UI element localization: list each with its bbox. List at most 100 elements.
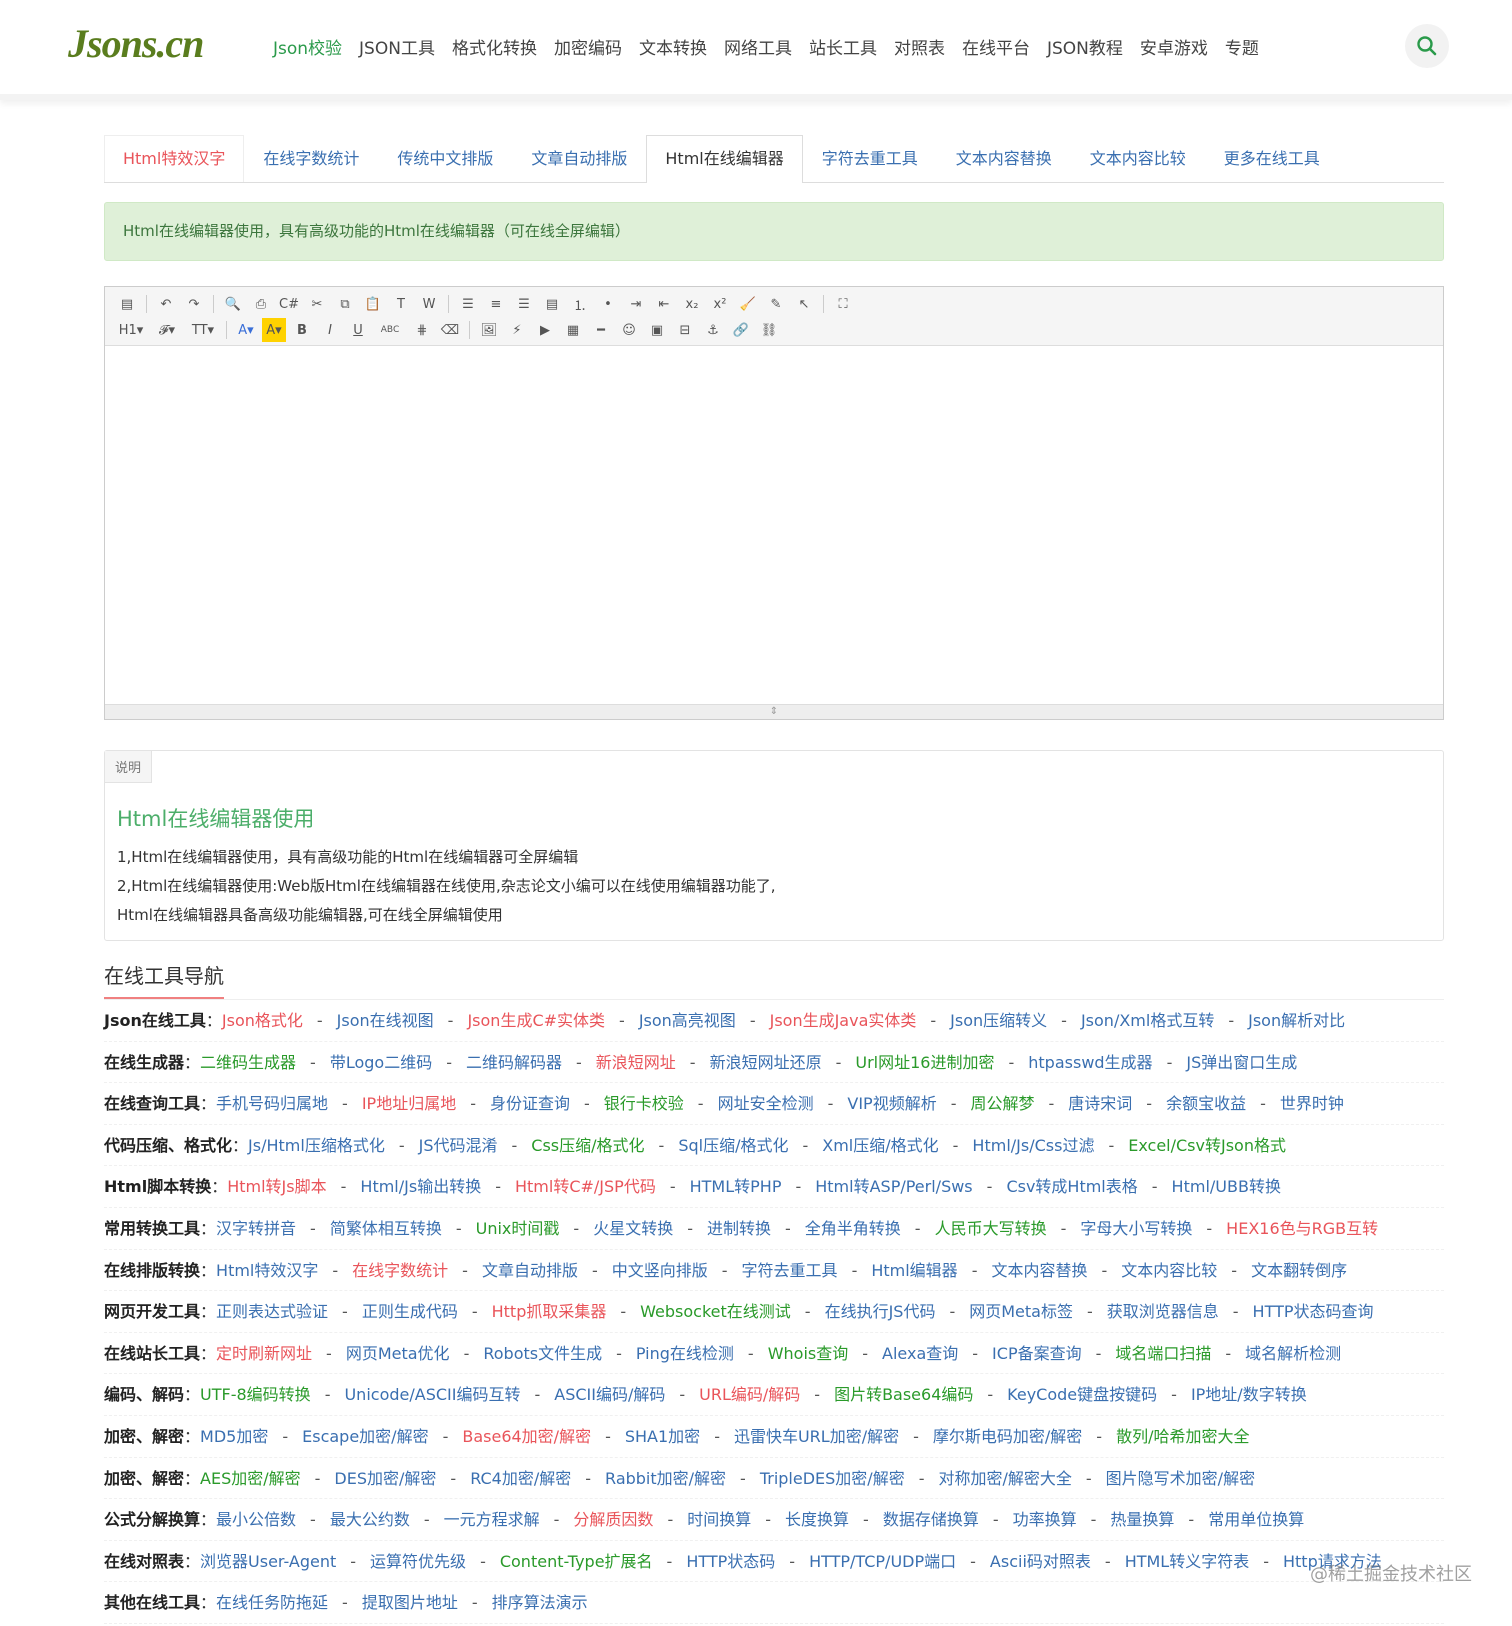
tool-link[interactable]: HTTP状态码 — [686, 1551, 776, 1571]
tool-link[interactable]: 提取图片地址 — [361, 1593, 458, 1613]
tool-link[interactable]: 常用单位换算 — [1208, 1510, 1305, 1530]
tool-link[interactable]: 字符去重工具 — [741, 1260, 838, 1280]
nav-item[interactable]: JSON工具 — [359, 39, 435, 59]
tool-link[interactable]: 迅雷快车URL加密/解密 — [733, 1426, 900, 1446]
align-justify-icon[interactable]: ▤ — [545, 296, 559, 312]
tool-link[interactable]: Css压缩/格式化 — [531, 1135, 645, 1155]
tool-link[interactable]: HTML转义字符表 — [1124, 1551, 1250, 1571]
tool-link[interactable]: 摩尔斯电码加密/解密 — [932, 1426, 1083, 1446]
tool-link[interactable]: 在线任务防拖延 — [216, 1593, 329, 1613]
paste-icon[interactable]: 📋 — [364, 296, 382, 312]
tool-link[interactable]: Unicode/ASCII编码互转 — [344, 1385, 521, 1405]
tool-link[interactable]: 热量换算 — [1110, 1510, 1175, 1530]
nav-item[interactable]: 网络工具 — [723, 39, 792, 59]
tool-link[interactable]: Alexa查询 — [882, 1343, 959, 1363]
tool-link[interactable]: SHA1加密 — [624, 1426, 701, 1446]
tool-link[interactable]: 字母大小写转换 — [1080, 1218, 1193, 1238]
tool-link[interactable]: IP地址归属地 — [361, 1094, 457, 1114]
tool-link[interactable]: Rabbit加密/解密 — [605, 1468, 727, 1488]
tool-link[interactable]: 正则生成代码 — [361, 1302, 458, 1322]
nav-item[interactable]: 在线平台 — [961, 39, 1030, 59]
paste-word-icon[interactable]: W — [422, 296, 436, 312]
tool-link[interactable]: 人民币大写转换 — [934, 1218, 1047, 1238]
tool-link[interactable]: RC4加密/解密 — [470, 1468, 572, 1488]
nav-item[interactable]: 安卓游戏 — [1139, 39, 1208, 59]
tool-link[interactable]: Excel/Csv转Json格式 — [1128, 1135, 1286, 1155]
tool-link[interactable]: Json解析对比 — [1248, 1011, 1346, 1030]
tab-item[interactable]: Html特效汉字 — [104, 135, 245, 182]
editor-resize-handle[interactable]: ⇕ — [105, 704, 1443, 719]
site-logo[interactable]: Jsons.cn — [68, 21, 204, 66]
align-left-icon[interactable]: ☰ — [462, 296, 474, 312]
cut-icon[interactable]: ✂ — [311, 296, 323, 312]
tool-link[interactable]: Json在线视图 — [336, 1011, 434, 1030]
nav-item[interactable]: 站长工具 — [808, 39, 877, 59]
tool-link[interactable]: 带Logo二维码 — [329, 1052, 433, 1072]
nav-item[interactable]: 格式化转换 — [451, 39, 537, 59]
ordered-list-icon[interactable]: ⒈ — [573, 298, 587, 314]
tool-link[interactable]: JS代码混淆 — [418, 1135, 498, 1155]
tool-link[interactable]: ICP备案查询 — [992, 1343, 1082, 1363]
image-manager-icon[interactable]: ▣ — [650, 322, 664, 338]
tool-link[interactable]: HTTP/TCP/UDP端口 — [809, 1551, 957, 1571]
clear-format-icon[interactable]: 🧹 — [739, 296, 757, 312]
tool-link[interactable]: 文本翻转倒序 — [1251, 1260, 1348, 1280]
tool-link[interactable]: Sql压缩/格式化 — [678, 1135, 789, 1155]
source-icon[interactable]: ▤ — [120, 296, 134, 312]
align-center-icon[interactable]: ≡ — [490, 296, 502, 312]
tool-link[interactable]: IP地址/数字转换 — [1190, 1385, 1307, 1405]
heading-icon[interactable]: H1▾ — [118, 322, 144, 338]
tool-link[interactable]: Html特效汉字 — [216, 1260, 319, 1280]
tool-link[interactable]: Html转Js脚本 — [227, 1177, 327, 1197]
tool-link[interactable]: 浏览器User-Agent — [200, 1551, 337, 1571]
tool-link[interactable]: 二维码解码器 — [465, 1052, 562, 1072]
horizontal-rule-icon[interactable]: ━ — [597, 322, 605, 338]
tool-link[interactable]: 最大公约数 — [329, 1510, 410, 1530]
tool-link[interactable]: 文章自动排版 — [481, 1260, 578, 1280]
tool-link[interactable]: Escape加密/解密 — [302, 1426, 429, 1446]
tool-link[interactable]: HTTP状态码查询 — [1252, 1302, 1374, 1322]
undo-icon[interactable]: ↶ — [160, 296, 172, 312]
tool-link[interactable]: 域名端口扫描 — [1115, 1343, 1212, 1363]
tool-link[interactable]: Html转C#/JSP代码 — [514, 1177, 656, 1197]
flash-icon[interactable]: ⚡ — [512, 322, 522, 338]
tool-link[interactable]: 最小公倍数 — [216, 1510, 297, 1530]
tool-link[interactable]: Html编辑器 — [871, 1260, 958, 1280]
tool-link[interactable]: Json生成Java实体类 — [769, 1011, 917, 1030]
tool-link[interactable]: 文本内容替换 — [991, 1260, 1088, 1280]
subscript-icon[interactable]: x₂ — [685, 296, 699, 312]
indent-icon[interactable]: ⇥ — [630, 296, 642, 312]
tool-link[interactable]: Http抓取采集器 — [491, 1302, 607, 1322]
tool-link[interactable]: 银行卡校验 — [603, 1094, 684, 1114]
nav-item[interactable]: 专题 — [1224, 39, 1259, 59]
tool-link[interactable]: 火星文转换 — [593, 1218, 674, 1238]
line-height-icon[interactable]: ⋕ — [416, 322, 428, 338]
tool-link[interactable]: ASCII编码/解码 — [554, 1385, 666, 1405]
tool-link[interactable]: Html/UBB转换 — [1171, 1177, 1281, 1197]
nav-item[interactable]: Json校验 — [273, 39, 343, 59]
tool-link[interactable]: 身份证查询 — [489, 1094, 570, 1114]
tool-link[interactable]: 在线字数统计 — [352, 1260, 449, 1280]
tool-link[interactable]: Html转ASP/Perl/Sws — [815, 1177, 973, 1197]
tool-link[interactable]: 余额宝收益 — [1166, 1094, 1247, 1114]
link-icon[interactable]: 🔗 — [732, 322, 750, 338]
tool-link[interactable]: htpasswd生成器 — [1028, 1052, 1153, 1072]
copy-icon[interactable]: ⧉ — [340, 296, 350, 312]
tool-link[interactable]: 文本内容比较 — [1121, 1260, 1218, 1280]
tool-link[interactable]: Ascii码对照表 — [989, 1551, 1091, 1571]
paste-text-icon[interactable]: T — [397, 296, 405, 312]
tool-link[interactable]: Html/Js输出转换 — [360, 1177, 482, 1197]
tool-link[interactable]: 运算符优先级 — [370, 1551, 467, 1571]
tool-link[interactable]: Robots文件生成 — [483, 1343, 603, 1363]
fullscreen-icon[interactable]: ⛶ — [838, 296, 848, 312]
tool-link[interactable]: Unix时间戳 — [475, 1218, 560, 1238]
tab-item[interactable]: 字符去重工具 — [821, 149, 918, 168]
tool-link[interactable]: URL编码/解码 — [699, 1385, 801, 1405]
tool-link[interactable]: 网址安全检测 — [717, 1094, 814, 1114]
tool-link[interactable]: 定时刷新网址 — [216, 1343, 313, 1363]
nav-item[interactable]: 对照表 — [893, 39, 945, 59]
tool-link[interactable]: 新浪短网址 — [595, 1052, 676, 1072]
anchor-icon[interactable]: ⚓ — [707, 322, 719, 338]
preview-icon[interactable]: 🔍 — [224, 296, 242, 312]
tool-link[interactable]: 正则表达式验证 — [216, 1302, 329, 1322]
